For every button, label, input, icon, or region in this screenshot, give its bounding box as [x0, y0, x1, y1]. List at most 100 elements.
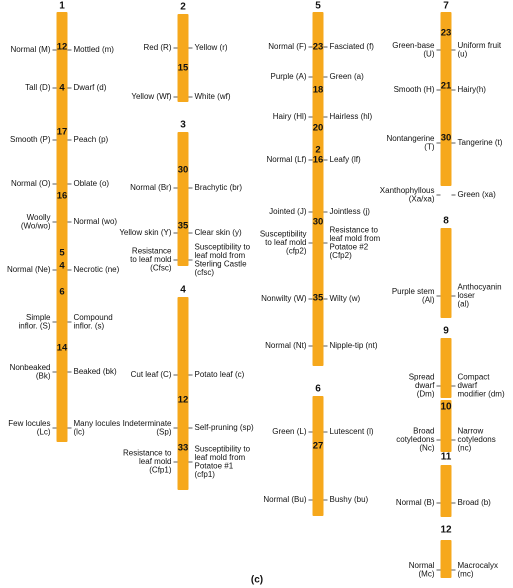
recessive-trait: Nipple-tip (nt) — [330, 341, 378, 350]
dominant-trait: (Xa/xa) — [409, 194, 435, 203]
dominant-trait: leaf mold — [139, 457, 171, 466]
recessive-trait: Compact — [458, 373, 491, 382]
caption: (c) — [251, 575, 263, 586]
dominant-trait: (Mc) — [419, 569, 435, 578]
recessive-trait: loser — [458, 291, 476, 300]
recessive-trait: (mc) — [458, 569, 474, 578]
dominant-trait: (Nc) — [419, 444, 434, 453]
map-distance: 23 — [441, 28, 452, 39]
dominant-trait: Nontangerine — [386, 134, 435, 143]
chromosome-bar — [440, 12, 452, 186]
map-distance: 30 — [441, 133, 452, 144]
dominant-trait: Green-base — [392, 41, 435, 50]
recessive-trait: Hairy(h) — [458, 85, 487, 94]
chromosome-bar — [312, 12, 324, 366]
map-distance: 6 — [59, 287, 64, 298]
recessive-trait: Jointless (j) — [330, 207, 371, 216]
chromosome-bar — [177, 132, 189, 266]
dominant-trait: Yellow (Wf) — [131, 92, 171, 101]
dominant-trait: Red (R) — [143, 43, 171, 52]
recessive-trait: Normal (wo) — [74, 217, 118, 226]
chromosome-number: 10 — [440, 402, 452, 413]
dominant-trait: Resistance — [132, 247, 172, 256]
chromosome-bar — [177, 14, 189, 102]
dominant-trait: Tall (D) — [25, 83, 51, 92]
dominant-trait: Hairy (Hl) — [273, 112, 307, 121]
recessive-trait: (lc) — [74, 427, 85, 436]
chromosome-number: 2 — [180, 2, 186, 13]
recessive-trait: Fasciated (f) — [330, 42, 375, 51]
dominant-trait: Jointed (J) — [269, 207, 307, 216]
dominant-trait: Normal (Nt) — [265, 341, 307, 350]
dominant-trait: Normal (B) — [396, 498, 435, 507]
dominant-trait: Susceptibility — [260, 230, 307, 239]
recessive-trait: White (wf) — [195, 92, 231, 101]
map-distance: 5 — [59, 248, 65, 259]
chromosome-bar — [56, 12, 68, 442]
recessive-trait: Clear skin (y) — [195, 228, 242, 237]
recessive-trait: Green (xa) — [458, 190, 497, 199]
recessive-trait: Many locules — [74, 419, 121, 428]
map-distance: 4 — [59, 261, 65, 272]
recessive-trait: Compound — [74, 313, 113, 322]
dominant-trait: (Cfsc) — [150, 264, 172, 273]
dominant-trait: to leaf mold — [265, 238, 306, 247]
chromosome-bar — [440, 228, 452, 318]
recessive-trait: Anthocyanin — [458, 283, 502, 292]
map-distance: 16 — [57, 191, 68, 202]
dominant-trait: Xanthophyllous — [380, 186, 435, 195]
dominant-trait: Resistance to — [123, 449, 172, 458]
chromosome-number: 11 — [441, 452, 452, 463]
recessive-trait: modifier (dm) — [458, 390, 505, 399]
recessive-trait: Beaked (bk) — [74, 367, 117, 376]
dominant-trait: Cut leaf (C) — [131, 370, 172, 379]
map-distance: 16 — [313, 155, 324, 166]
map-distance: 21 — [441, 81, 452, 92]
dominant-trait: to leaf mold — [130, 255, 171, 264]
dominant-trait: Woolly — [27, 213, 51, 222]
map-distance: 2 — [315, 145, 320, 156]
map-distance: 23 — [313, 42, 324, 53]
recessive-trait: Susceptibility to — [195, 242, 251, 251]
chromosome-number: 4 — [180, 285, 186, 296]
chromosome-number: 12 — [440, 525, 452, 536]
chromosome-number: 5 — [315, 1, 321, 12]
map-distance: 14 — [57, 343, 68, 354]
recessive-trait: Tangerine (t) — [458, 138, 503, 147]
recessive-trait: Potatoe #2 — [330, 242, 369, 251]
chromosome-number: 1 — [59, 1, 65, 12]
dominant-trait: dwarf — [415, 381, 435, 390]
chromosome-number: 7 — [443, 1, 449, 12]
recessive-trait: Self-pruning (sp) — [195, 423, 254, 432]
recessive-trait: Necrotic (ne) — [74, 265, 120, 274]
dominant-trait: (Cfp1) — [149, 466, 172, 475]
map-distance: 30 — [313, 217, 324, 228]
dominant-trait: inflor. (S) — [18, 321, 50, 330]
chromosome-bar — [312, 396, 324, 516]
chromosome-bar — [440, 400, 452, 452]
recessive-trait: Dwarf (d) — [74, 83, 107, 92]
dominant-trait: Purple (A) — [270, 72, 306, 81]
map-distance: 27 — [313, 441, 324, 452]
recessive-trait: Hairless (hl) — [330, 112, 373, 121]
recessive-trait: Susceptibility to — [195, 444, 251, 453]
dominant-trait: Green (L) — [272, 427, 307, 436]
map-distance: 12 — [178, 395, 189, 406]
chromosome-number: 8 — [443, 216, 449, 227]
dominant-trait: Normal (F) — [268, 42, 307, 51]
chromosome-number: 9 — [443, 326, 449, 337]
recessive-trait: Mottled (m) — [74, 45, 115, 54]
dominant-trait: (Dm) — [417, 390, 435, 399]
recessive-trait: (nc) — [458, 444, 472, 453]
recessive-trait: Green (a) — [330, 72, 365, 81]
recessive-trait: Uniform fruit — [458, 41, 502, 50]
dominant-trait: cotyledons — [396, 435, 434, 444]
map-distance: 20 — [313, 123, 324, 134]
dominant-trait: (Al) — [422, 295, 435, 304]
recessive-trait: leaf mold from — [330, 234, 381, 243]
recessive-trait: Leafy (lf) — [330, 155, 361, 164]
map-distance: 17 — [57, 127, 68, 138]
dominant-trait: Indeterminate — [123, 419, 172, 428]
recessive-trait: Yellow (r) — [195, 43, 228, 52]
